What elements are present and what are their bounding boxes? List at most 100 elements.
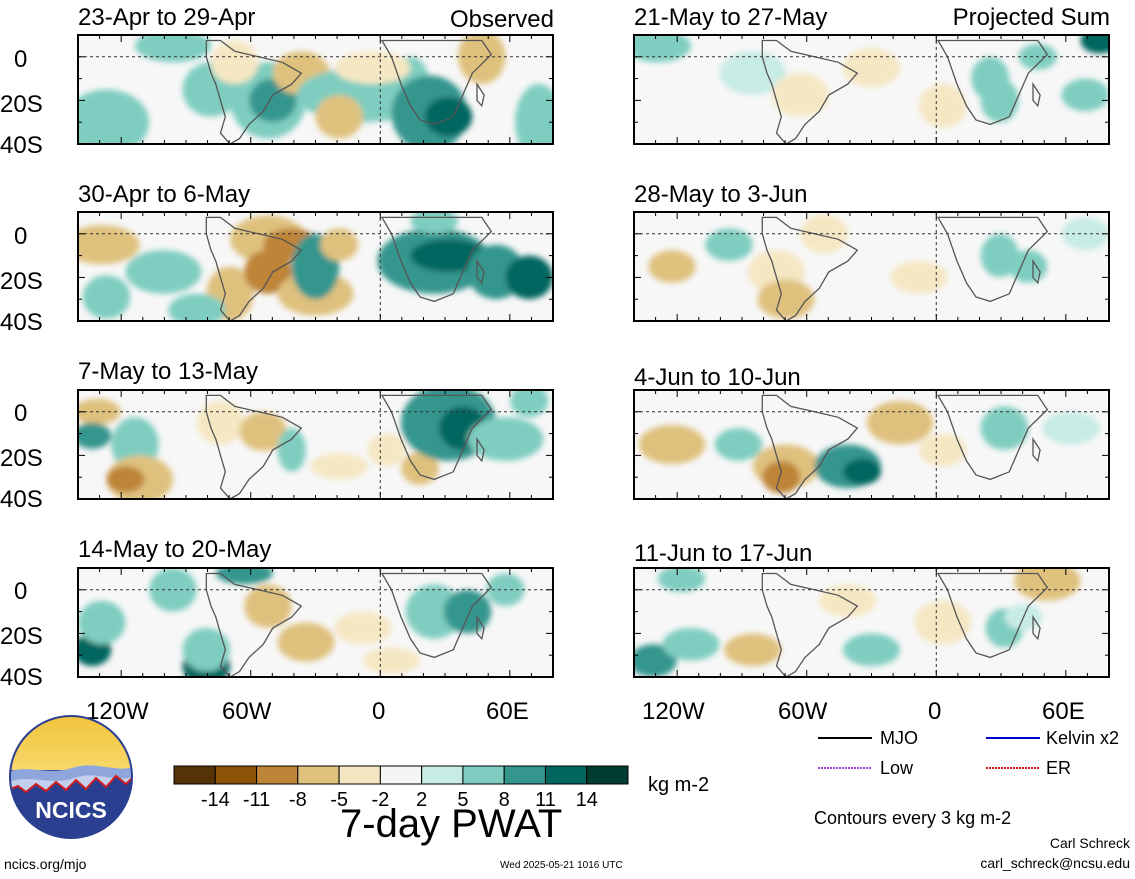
anomaly-region: [277, 428, 306, 472]
anomaly-region: [705, 228, 753, 262]
anomaly-region: [363, 647, 420, 674]
map-panel: [78, 390, 553, 499]
colorbar-box: [256, 765, 299, 785]
anomaly-region: [648, 250, 696, 283]
colorbar-tick-label: -2: [371, 789, 389, 811]
y-tick-label: 20S: [0, 445, 43, 472]
anomaly-region: [211, 40, 259, 85]
anomaly-region: [244, 250, 292, 294]
anomaly-region: [980, 406, 1029, 450]
anomaly-region: [78, 89, 150, 144]
anomaly-region: [657, 568, 706, 592]
colorbar-tick-label: 11: [535, 789, 556, 811]
anomaly-region: [106, 466, 145, 493]
y-tick-label: 20S: [0, 623, 43, 650]
panel-title-obs-3: 7-May to 13-May: [78, 358, 259, 385]
colorbar-tick-label: -14: [201, 789, 230, 811]
anomaly-region: [135, 35, 211, 63]
colorbar-box: [421, 765, 464, 785]
coastline: [380, 39, 493, 126]
map-panel: [634, 212, 1109, 321]
coastline: [1032, 81, 1041, 108]
anomaly-region: [320, 228, 359, 262]
panel-title-proj-4: 11-Jun to 17-Jun: [634, 540, 813, 567]
y-tick-label: 0: [14, 223, 28, 250]
y-tick-label: 40S: [0, 664, 43, 691]
anomaly-region: [149, 568, 197, 612]
anomaly-region: [1009, 250, 1048, 283]
map-panel: [634, 568, 1109, 677]
anomaly-region: [662, 627, 720, 661]
anomaly-region: [505, 255, 553, 300]
colorbar-tick-label: -8: [289, 789, 307, 811]
x-tick-label: 60W: [222, 698, 272, 725]
y-tick-label: 20S: [0, 91, 43, 118]
anomaly-region: [182, 627, 230, 672]
anomaly-region: [310, 453, 368, 480]
colorbar-units: kg m-2: [648, 774, 710, 796]
coastline: [476, 436, 485, 463]
x-tick-label: 60E: [486, 698, 529, 725]
panel-title-obs-2: 30-Apr to 6-May: [78, 181, 251, 208]
anomaly-region: [890, 261, 948, 294]
colorbar-tick-label: 14: [576, 789, 598, 811]
panel-title-proj-1: 21-May to 27-May: [634, 4, 828, 31]
map-panel: [78, 35, 553, 144]
footer-timestamp: Wed 2025-05-21 1016 UTC: [500, 860, 623, 871]
anomaly-region: [78, 600, 126, 645]
coastline: [476, 81, 485, 108]
anomaly-region: [215, 568, 273, 585]
map-panel: [78, 212, 553, 321]
anomaly-region: [334, 51, 411, 85]
contour-note: Contours every 3 kg m-2: [814, 808, 1012, 828]
anomaly-region: [515, 84, 553, 144]
anomaly-region: [919, 433, 967, 467]
coastline: [936, 39, 1049, 126]
projected-sum-label: Projected Sum: [952, 4, 1110, 31]
coastline: [1032, 436, 1041, 463]
anomaly-region: [367, 433, 406, 467]
anomaly-region: [78, 422, 112, 449]
coastline: [380, 216, 493, 303]
anomaly-region: [78, 225, 140, 265]
footer-email: carl_schreck@ncsu.edu: [980, 855, 1130, 871]
coastline: [936, 216, 1049, 303]
anomaly-region: [410, 239, 487, 272]
anomaly-region: [277, 622, 335, 662]
footer-author: Carl Schreck: [1049, 835, 1130, 851]
anomaly-region: [843, 633, 900, 667]
anomaly-region: [980, 78, 1019, 123]
anomaly-region: [334, 611, 392, 645]
anomaly-region: [82, 275, 131, 319]
anomaly-region: [1042, 411, 1100, 445]
panel-title-proj-2: 28-May to 3-Jun: [634, 181, 808, 208]
anomaly-region: [866, 400, 934, 445]
legend-label-er: ER: [1046, 758, 1072, 778]
anomaly-region: [196, 400, 245, 445]
anomaly-region: [458, 35, 506, 85]
colorbar-tick-label: 2: [416, 789, 427, 811]
colorbar-box: [214, 765, 258, 785]
colorbar-box: [544, 765, 588, 785]
anomaly-region: [467, 417, 544, 461]
anomaly-region: [1080, 35, 1109, 54]
y-tick-label: 40S: [0, 309, 43, 336]
anomaly-region: [78, 398, 121, 425]
anomaly-region: [914, 600, 972, 645]
anomaly-region: [719, 51, 786, 95]
coastline: [936, 394, 1049, 481]
y-tick-label: 0: [14, 578, 28, 605]
coastline: [936, 572, 1049, 659]
coastline: [380, 394, 493, 481]
coastline: [476, 614, 485, 641]
legend-label-mjo: MJO: [880, 728, 918, 748]
anomaly-region: [1014, 568, 1081, 601]
coastline: [1032, 614, 1041, 641]
y-tick-label: 0: [14, 46, 28, 73]
ncics-logo: NCICS: [9, 715, 133, 839]
anomaly-region: [919, 84, 967, 128]
colorbar-tick-label: -11: [243, 789, 270, 811]
panel-title-obs-4: 14-May to 20-May: [78, 536, 272, 563]
x-tick-label: 120W: [642, 698, 705, 725]
